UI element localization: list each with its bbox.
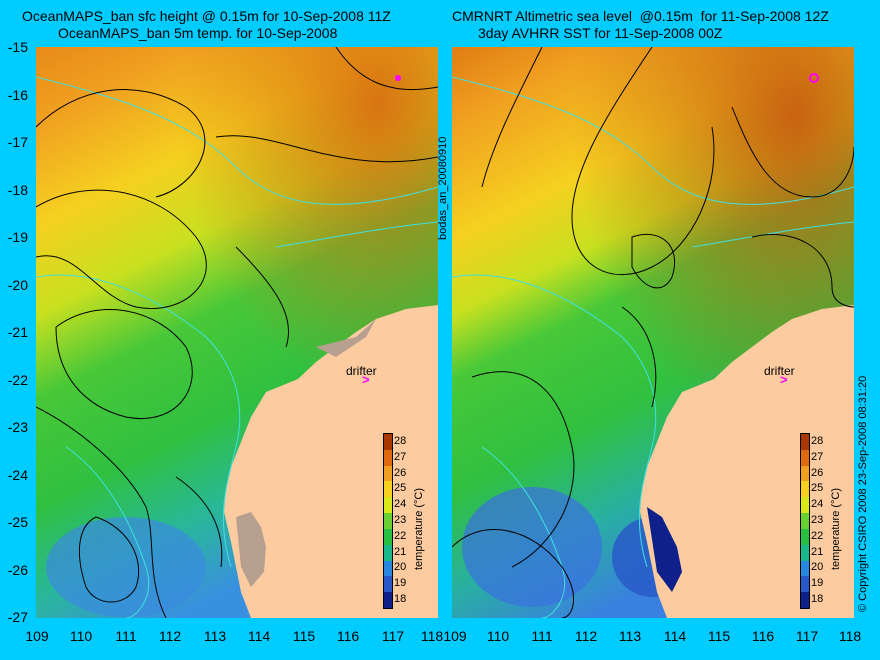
colorbar-tick-label: 20 xyxy=(811,561,824,574)
colorbar-tick-label: 22 xyxy=(811,529,824,542)
colorbar-title-right: temperature (°C) xyxy=(830,487,842,570)
colorbar-segment xyxy=(384,481,392,498)
colorbar-segment xyxy=(801,449,809,466)
colorbar-segment xyxy=(384,528,392,545)
x-tick: 111 xyxy=(531,628,553,644)
colorbar-segment xyxy=(384,513,392,529)
x-tick: 110 xyxy=(486,628,510,644)
y-tick: -25 xyxy=(7,514,28,530)
colorbar-segment xyxy=(801,513,809,529)
x-tick: 118 xyxy=(420,628,444,644)
left-title-line2: OceanMAPS_ban 5m temp. for 10-Sep-2008 xyxy=(58,25,338,41)
colorbar-left xyxy=(383,433,393,609)
colorbar-segment xyxy=(384,560,392,577)
y-tick: -27 xyxy=(7,609,28,625)
ssh-contours xyxy=(36,47,438,618)
colorbar-segment xyxy=(384,592,392,608)
x-tick: 109 xyxy=(443,628,467,644)
colorbar-tick-label: 23 xyxy=(811,514,824,526)
right-map-panel: drifter > xyxy=(452,47,854,618)
file-label: bodas_an_20080910 xyxy=(437,136,449,240)
y-tick: -21 xyxy=(7,324,28,340)
colorbar-segment xyxy=(801,528,809,545)
y-tick: -26 xyxy=(7,562,28,578)
colorbar-segment xyxy=(384,576,392,593)
colorbar-segment xyxy=(384,465,392,482)
x-tick: 118 xyxy=(838,628,862,644)
left-map-canvas xyxy=(36,47,438,618)
x-tick: 117 xyxy=(381,628,405,644)
right-map-canvas xyxy=(452,47,854,618)
colorbar-segment xyxy=(384,544,392,561)
colorbar-segment xyxy=(801,576,809,593)
colorbar-segment xyxy=(801,544,809,561)
x-tick: 112 xyxy=(574,628,598,644)
drifter-label-left: drifter xyxy=(346,364,377,378)
x-tick: 115 xyxy=(292,628,316,644)
colorbar-tick-label: 23 xyxy=(394,514,407,526)
colorbar-segment xyxy=(801,465,809,482)
colorbar-segment xyxy=(801,481,809,498)
y-tick: -22 xyxy=(7,372,28,388)
colorbar-tick-label: 18 xyxy=(394,593,407,606)
colorbar-tick-label: 18 xyxy=(811,593,824,606)
colorbar-tick-label: 27 xyxy=(394,450,407,463)
colorbar-tick-label: 19 xyxy=(394,577,407,590)
y-tick: -24 xyxy=(7,467,28,483)
colorbar-segment xyxy=(801,434,809,450)
colorbar-segment xyxy=(801,560,809,577)
drifter-marker-right: > xyxy=(780,372,788,387)
left-map-panel: drifter > xyxy=(36,47,438,618)
x-tick: 109 xyxy=(25,628,49,644)
x-tick: 115 xyxy=(707,628,731,644)
colorbar-right xyxy=(800,433,810,609)
colorbar-tick-label: 21 xyxy=(394,545,407,558)
y-tick: -15 xyxy=(7,39,28,55)
drifter-marker-left: > xyxy=(362,372,370,387)
y-tick: -16 xyxy=(7,87,28,103)
colorbar-tick-label: 25 xyxy=(394,482,407,495)
copyright: © Copyright CSIRO 2008 23-Sep-2008 08:31… xyxy=(857,375,869,612)
colorbar-tick-label: 27 xyxy=(811,450,824,463)
colorbar-tick-label: 26 xyxy=(811,466,824,479)
x-tick: 111 xyxy=(115,628,137,644)
y-tick: -17 xyxy=(7,134,28,150)
colorbar-tick-label: 28 xyxy=(811,434,824,447)
y-tick: -19 xyxy=(7,229,28,245)
depth-contours xyxy=(36,76,438,618)
colorbar-tick-label: 28 xyxy=(394,434,407,447)
x-tick: 117 xyxy=(795,628,819,644)
x-tick: 116 xyxy=(751,628,775,644)
right-title-line1: CMRNRT Altimetric sea level @0.15m for 1… xyxy=(452,8,829,24)
y-tick: -23 xyxy=(7,419,28,435)
colorbar-segment xyxy=(384,497,392,514)
colorbar-tick-label: 24 xyxy=(394,498,407,511)
colorbar-tick-label: 20 xyxy=(394,561,407,574)
colorbar-segment xyxy=(384,449,392,466)
colorbar-segment xyxy=(801,497,809,514)
x-tick: 114 xyxy=(247,628,271,644)
colorbar-tick-label: 19 xyxy=(811,577,824,590)
drifter-label-right: drifter xyxy=(764,364,795,378)
left-title-line1: OceanMAPS_ban sfc height @ 0.15m for 10-… xyxy=(22,8,391,24)
colorbar-tick-label: 21 xyxy=(811,545,824,558)
y-tick: -18 xyxy=(7,182,28,198)
colorbar-tick-label: 24 xyxy=(811,498,824,511)
x-tick: 113 xyxy=(203,628,227,644)
x-tick: 113 xyxy=(618,628,642,644)
x-tick: 110 xyxy=(69,628,93,644)
colorbar-segment xyxy=(384,434,392,450)
ssh-contours xyxy=(452,47,854,618)
colorbar-tick-label: 26 xyxy=(394,466,407,479)
x-tick: 114 xyxy=(663,628,687,644)
colorbar-segment xyxy=(801,592,809,608)
colorbar-tick-label: 22 xyxy=(394,529,407,542)
colorbar-title-left: temperature (°C) xyxy=(413,487,425,570)
x-tick: 116 xyxy=(336,628,360,644)
y-tick: -20 xyxy=(7,277,28,293)
colorbar-tick-label: 25 xyxy=(811,482,824,495)
right-title-line2: 3day AVHRR SST for 11-Sep-2008 00Z xyxy=(478,25,723,41)
x-tick: 112 xyxy=(158,628,182,644)
depth-contours xyxy=(452,76,854,618)
